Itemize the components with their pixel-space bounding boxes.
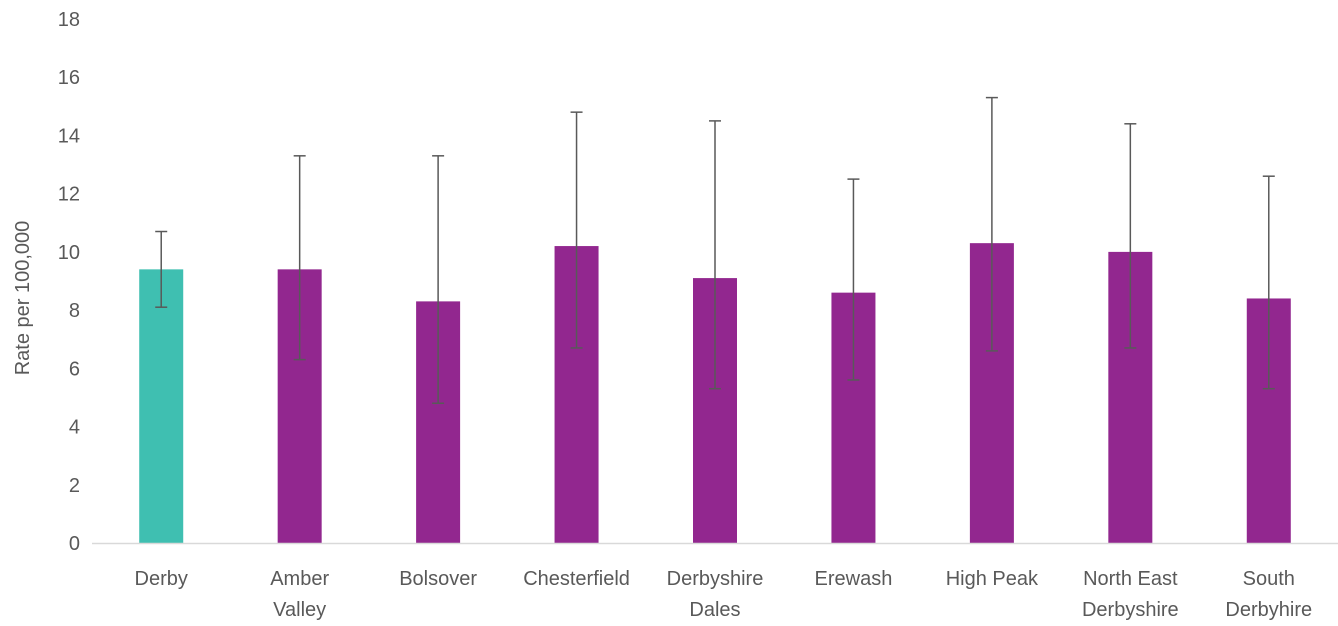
bars [139,243,1291,544]
bar [139,269,184,543]
y-tick-label: 4 [69,417,80,439]
error-bar [709,120,721,390]
y-tick-label: 2 [69,475,80,497]
y-tick-label: 18 [58,9,80,31]
x-tick-label: Amber Valley [270,568,329,621]
error-bar [570,111,583,349]
y-tick-label: 14 [58,125,80,147]
x-tick-label: Chesterfield [523,568,630,590]
x-tick-label: Derby [135,568,188,590]
y-tick-label: 8 [69,300,80,322]
y-tick-label: 10 [58,242,80,264]
error-bar [985,96,998,352]
x-tick-label: South Derbyhire [1225,568,1312,621]
error-bar [1262,175,1275,390]
error-bars [155,96,1275,405]
x-tick-label: Bolsover [399,568,477,590]
x-tick-label: Derbyshire Dales [667,568,764,621]
x-tick-label: North East Derbyshire [1082,568,1179,621]
y-tick-label: 0 [69,533,80,555]
error-bar [293,155,306,361]
y-tick-label: 16 [58,67,80,89]
x-tick-label: High Peak [946,568,1039,590]
x-axis-ticks: Derby Amber Valley Bolsover Chesterfield Derb… [135,568,1313,621]
y-axis-label: Rate per 100,000 [12,221,34,376]
y-axis-ticks: 0 2 4 6 8 10 12 14 16 18 [58,9,80,555]
error-bar [155,230,168,308]
y-tick-label: 12 [58,184,80,206]
error-bar [432,155,445,405]
y-tick-label: 6 [69,358,80,380]
error-bar [847,178,860,381]
error-bar [1124,123,1137,349]
x-tick-label: Erewash [815,568,893,590]
